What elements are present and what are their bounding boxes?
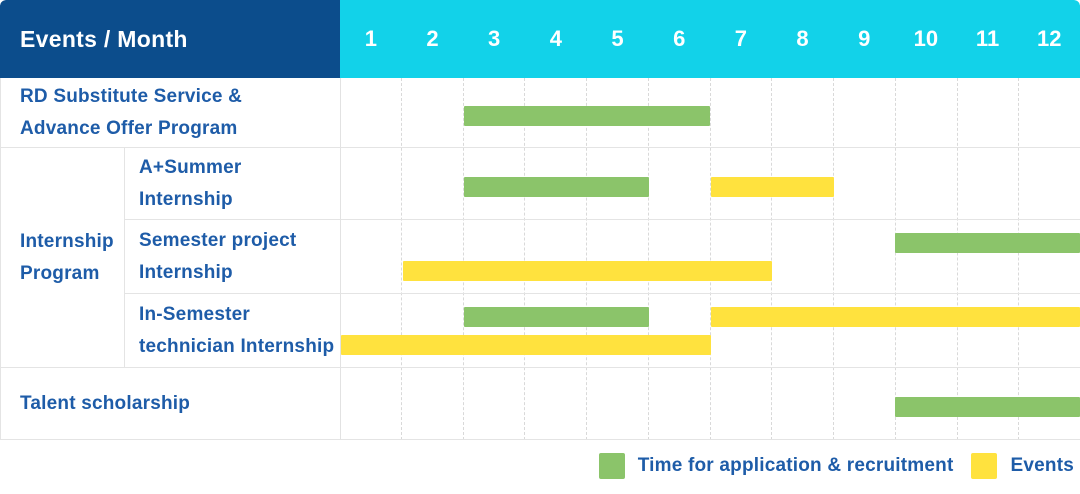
grid-column-month-12 <box>1018 78 1080 440</box>
header-corner-label: Events / Month <box>0 0 340 78</box>
table-left-border <box>0 78 1 440</box>
legend-item-yellow: Events <box>971 453 1074 479</box>
row-label-line: Internship <box>139 261 233 283</box>
row-label-line: Advance Offer Program <box>20 117 238 139</box>
grid-column-month-6 <box>647 78 710 440</box>
row-label-line: A+Summer <box>139 156 242 178</box>
bar-green-row3-0 <box>464 306 649 327</box>
month-header-2: 2 <box>426 26 439 51</box>
grid-column-month-7 <box>709 78 772 440</box>
row-label-line: Internship <box>139 188 233 210</box>
bar-yellow-row3-1 <box>710 306 1080 327</box>
group-label-cell: Internship Program <box>0 148 124 368</box>
grid-column-month-8 <box>771 78 833 440</box>
bar-green-row0-0 <box>464 105 711 126</box>
month-header-5: 5 <box>611 26 624 51</box>
grid-column-month-9 <box>833 78 895 440</box>
legend-label: Events <box>1010 455 1074 476</box>
month-gridlines <box>340 78 1080 440</box>
row-label-line: In-Semester <box>139 303 250 325</box>
month-header-3: 3 <box>488 26 501 51</box>
row-label-line: Talent scholarship <box>20 392 191 414</box>
legend-label: Time for application & recruitment <box>637 455 954 476</box>
month-header-9: 9 <box>858 26 871 51</box>
row-label-line: RD Substitute Service & <box>20 85 243 107</box>
chart-row-0 <box>340 78 1080 148</box>
month-header-7: 7 <box>734 26 747 51</box>
chart-row-4 <box>340 368 1080 440</box>
chart-row-2 <box>340 220 1080 294</box>
row-label-0: RD Substitute Service & Advance Offer Pro… <box>0 78 340 148</box>
row-label-line: technician Internship <box>139 335 335 357</box>
grid-column-month-10 <box>894 78 957 440</box>
sub-row-label-1: A+Summer Internship <box>124 148 340 220</box>
bar-green-row1-0 <box>464 176 649 197</box>
month-header-row: 1 2 3 4 5 6 7 8 9 10 11 12 <box>340 0 1080 78</box>
grid-column-month-11 <box>956 78 1019 440</box>
month-header-6: 6 <box>673 26 686 51</box>
month-header-4: 4 <box>549 26 562 51</box>
month-header-12: 12 <box>1036 26 1062 51</box>
row-label-4: Talent scholarship <box>0 368 340 440</box>
sub-row-label-2: Semester project Internship <box>124 220 340 294</box>
month-header-1: 1 <box>364 26 377 51</box>
group-label-line: Program <box>20 262 100 284</box>
legend-swatch-green <box>598 453 625 479</box>
bar-green-row4-0 <box>895 396 1080 417</box>
legend-item-green: Time for application & recruitment <box>598 453 954 479</box>
chart-row-1 <box>340 148 1080 220</box>
grid-column-month-4 <box>524 78 586 440</box>
chart-row-3 <box>340 294 1080 368</box>
grid-column-month-2 <box>400 78 463 440</box>
sub-row-label-3: In-Semester technician Internship <box>124 294 340 368</box>
row-label-line: Semester project <box>139 229 297 251</box>
bar-yellow-row3-2 <box>341 334 711 355</box>
grid-column-month-5 <box>586 78 648 440</box>
month-header-8: 8 <box>796 26 809 51</box>
bar-yellow-row1-1 <box>710 176 834 197</box>
legend-swatch-yellow <box>971 453 998 479</box>
month-header-11: 11 <box>975 26 1000 51</box>
bar-green-row2-0 <box>895 232 1080 253</box>
month-header-10: 10 <box>913 26 939 51</box>
bar-yellow-row2-1 <box>402 260 773 281</box>
group-label-line: Internship <box>20 230 114 252</box>
grid-column-month-3 <box>462 78 525 440</box>
legend: Time for application & recruitment Events <box>0 444 1074 488</box>
